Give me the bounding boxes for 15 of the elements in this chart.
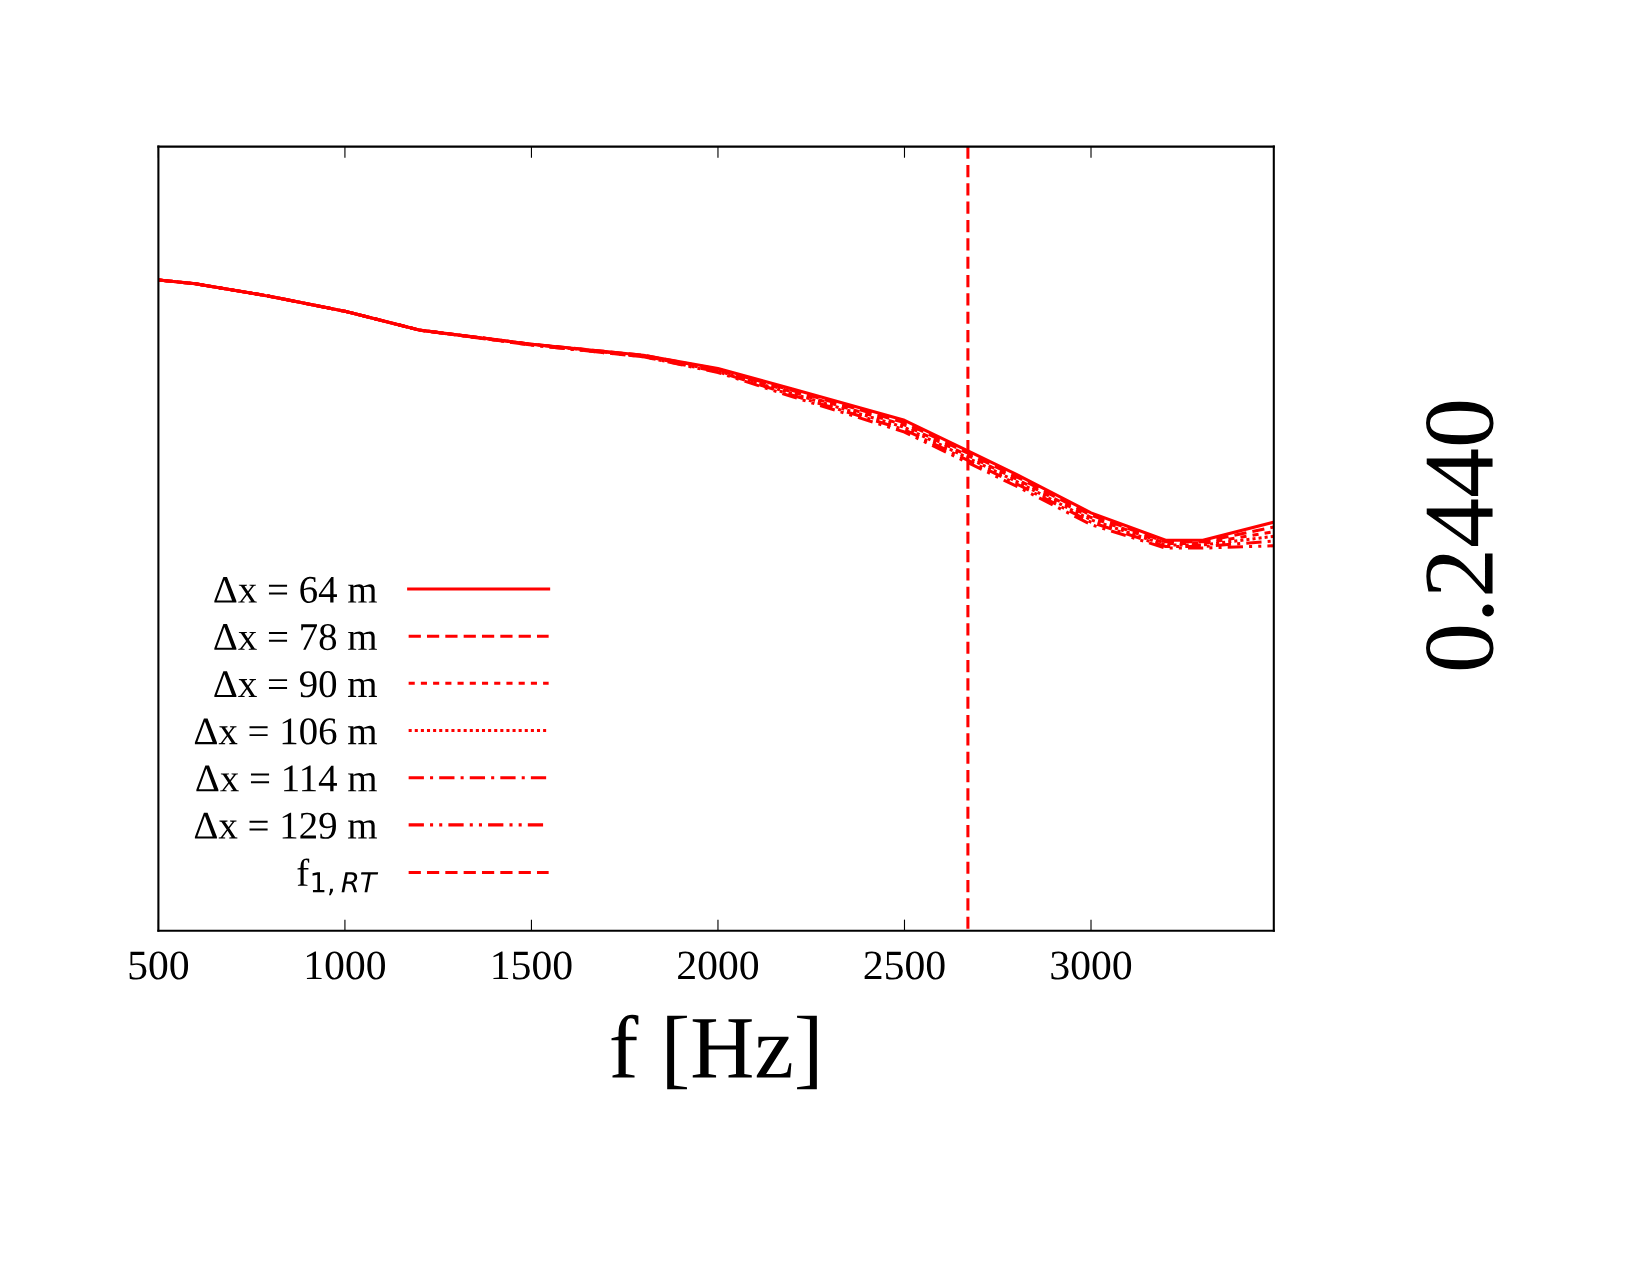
legend-label: Δx = 129 m: [194, 812, 377, 839]
x-tick-label: 2000: [678, 951, 759, 980]
x-tick-label: 3000: [1051, 951, 1132, 980]
x-axis-title: f [Hz]: [611, 1014, 817, 1090]
legend-label: Δx = 114 m: [196, 765, 377, 792]
legend-label: Δx = 106 m: [194, 718, 377, 745]
legend-label: Δx = 78 m: [214, 623, 377, 651]
x-tick-label: 2500: [864, 951, 945, 980]
x-tick-label: 1500: [493, 951, 572, 980]
legend-label: Δx = 90 m: [214, 671, 377, 698]
x-tick-label: 1000: [306, 951, 385, 980]
text: 0.2440: [1426, 401, 1494, 670]
x-tick-label: 500: [129, 951, 189, 980]
legend-label: f$_{1,RT}$: [297, 858, 379, 896]
legend-label: Δx = 64 m: [214, 576, 377, 603]
